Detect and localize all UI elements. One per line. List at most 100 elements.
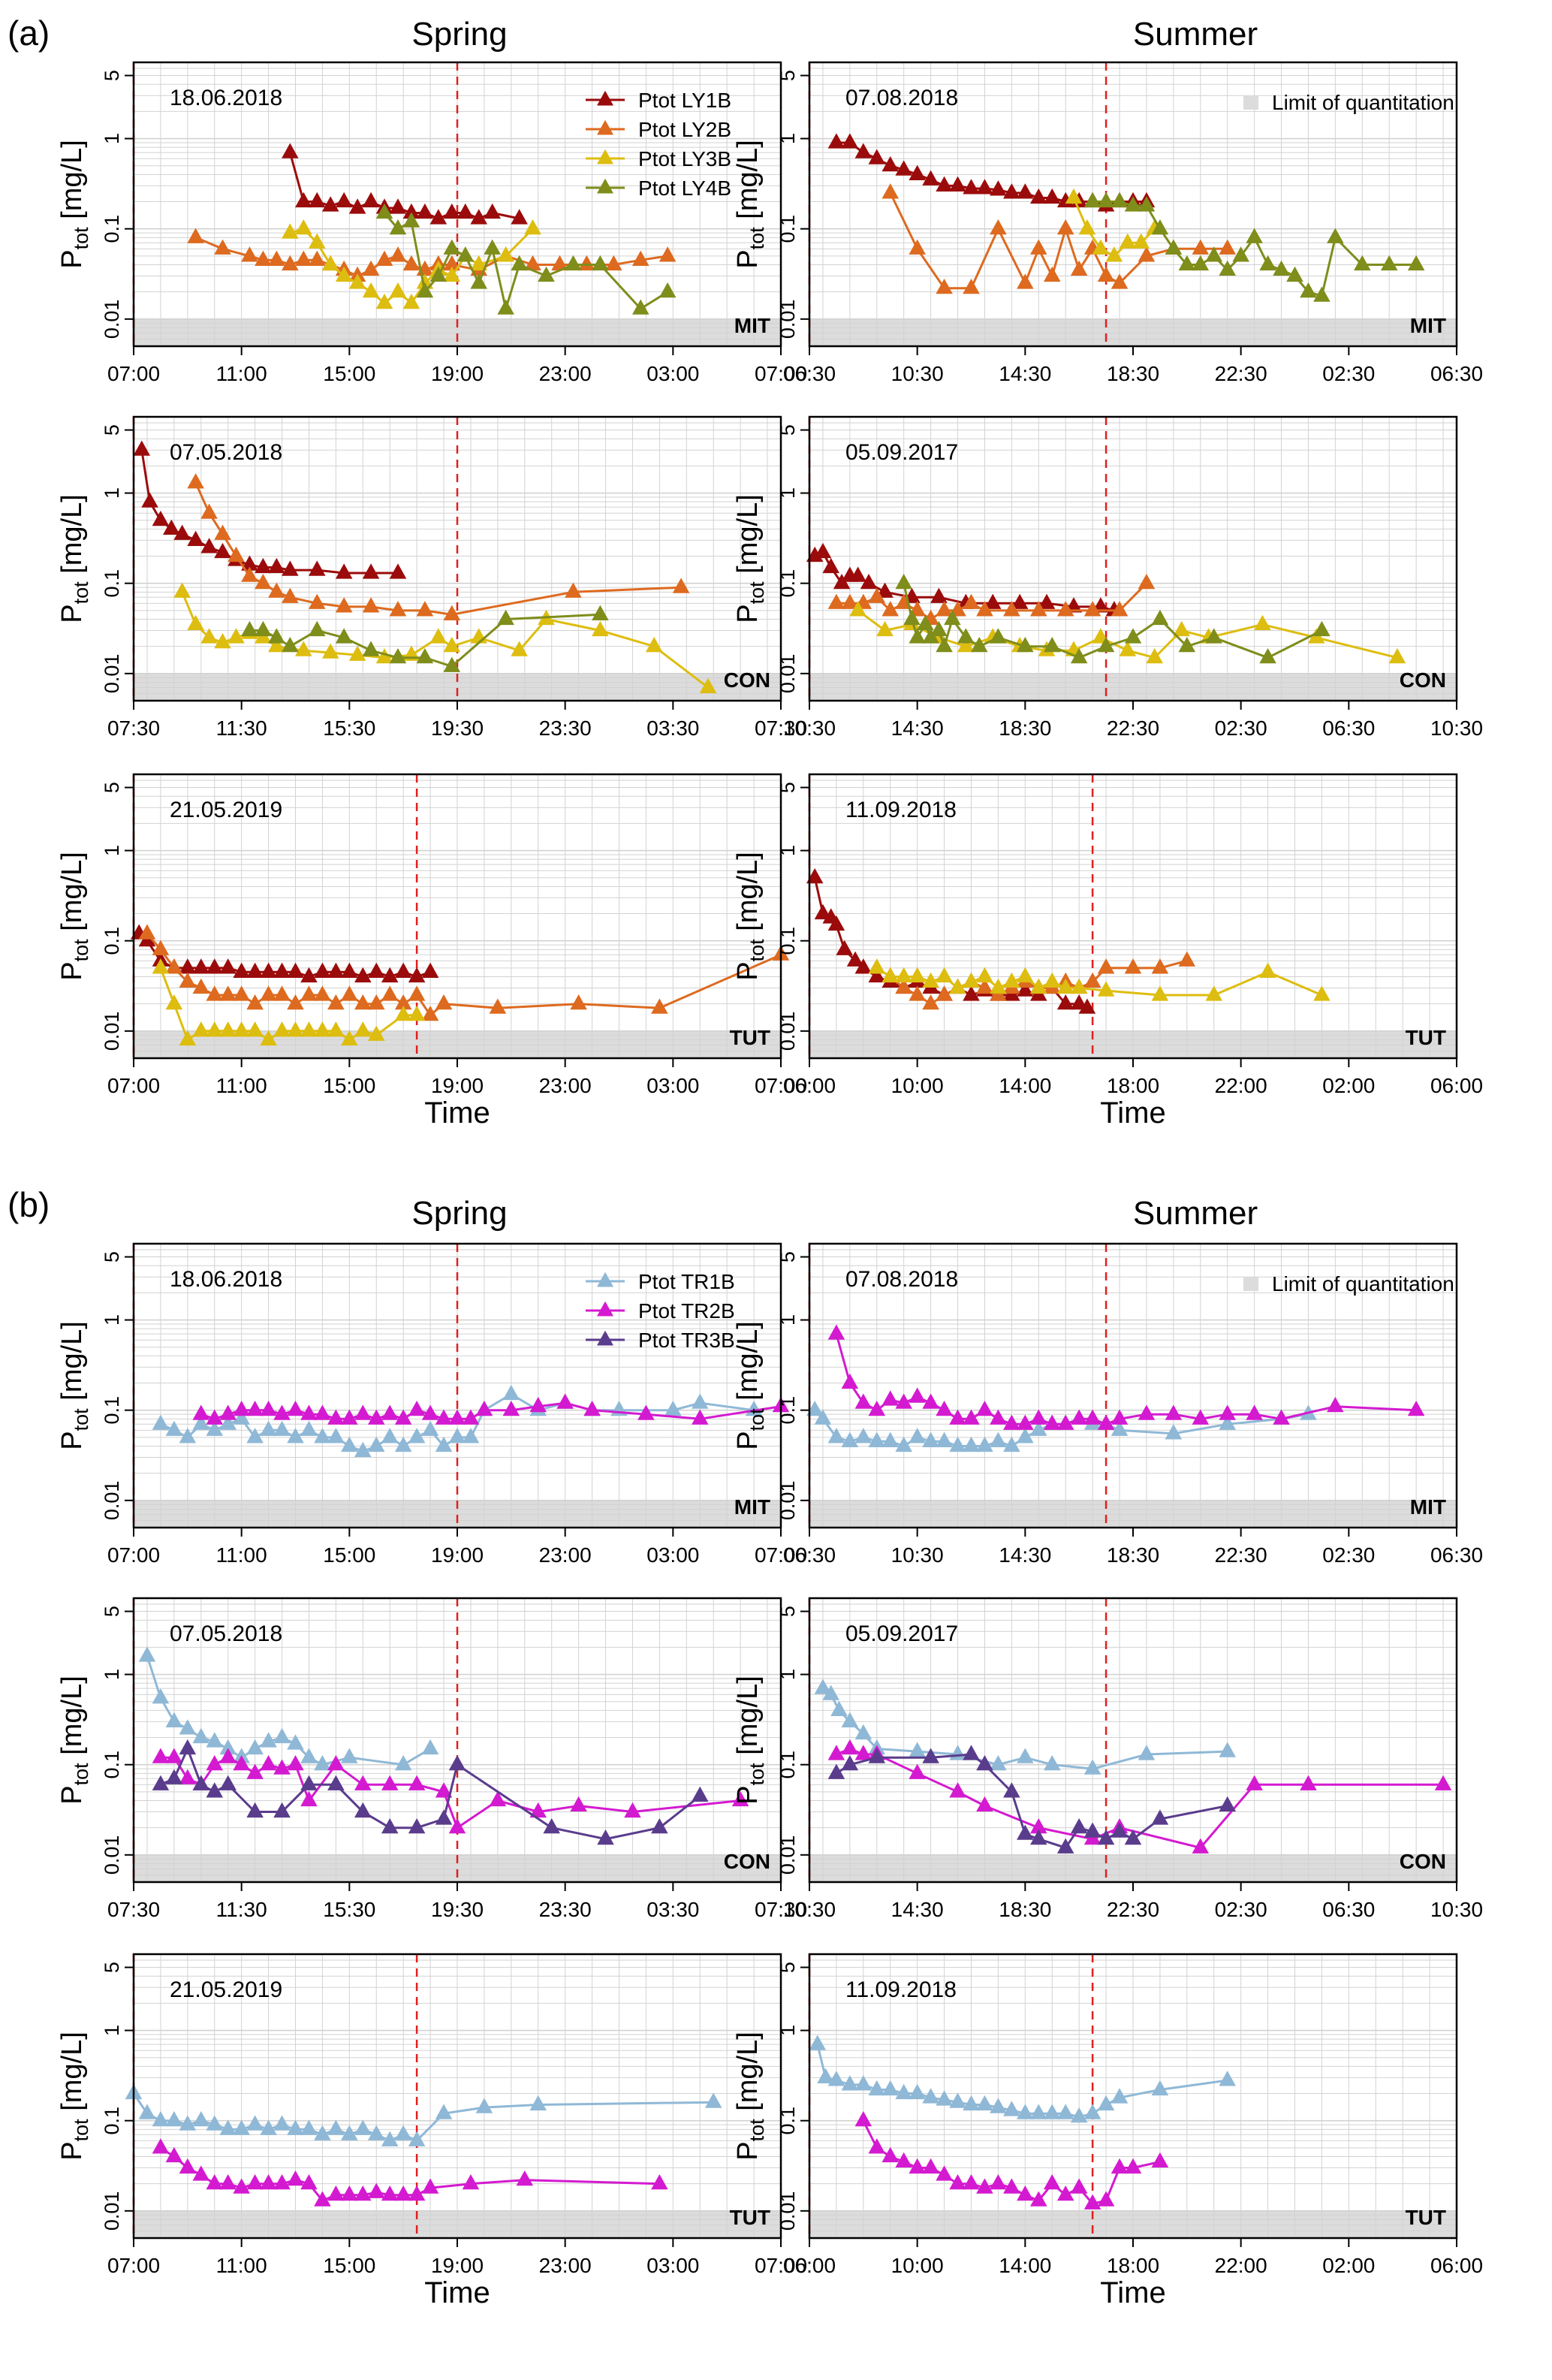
data-point xyxy=(206,1732,224,1748)
chart-panel-b-1-0: 0.01 0.1 1 5 Ptot [mg/L] 07:30 11:30 15:30 19:30… xyxy=(56,1597,807,1921)
data-point xyxy=(233,2178,250,2194)
data-point xyxy=(273,2173,291,2190)
data-point xyxy=(408,1400,426,1416)
data-point xyxy=(295,250,312,266)
data-point xyxy=(1178,255,1196,271)
data-point xyxy=(827,1745,845,1760)
data-point xyxy=(362,260,380,276)
legend-marker xyxy=(597,149,613,164)
data-point xyxy=(949,1745,966,1760)
data-point xyxy=(876,582,894,598)
data-point xyxy=(341,985,358,1001)
data-point xyxy=(651,1817,668,1834)
data-point xyxy=(876,620,894,637)
site-label: TUT xyxy=(1406,2206,1446,2229)
data-point xyxy=(1138,1745,1156,1760)
data-point xyxy=(327,1409,345,1425)
data-point xyxy=(200,503,218,519)
data-point xyxy=(165,958,183,974)
data-point xyxy=(1083,1822,1101,1838)
data-point xyxy=(1313,620,1331,637)
data-point xyxy=(841,1712,859,1727)
data-point xyxy=(1286,266,1303,282)
y-tick-label: 0.1 xyxy=(101,215,123,243)
data-point xyxy=(192,1727,210,1744)
data-point xyxy=(529,1802,547,1818)
data-point xyxy=(895,967,912,983)
data-point xyxy=(260,1030,277,1046)
data-point xyxy=(1300,282,1317,298)
data-point xyxy=(1056,601,1074,617)
data-point xyxy=(1178,636,1196,653)
x-tick-label: 19:30 xyxy=(431,1898,484,1921)
data-point xyxy=(1192,1838,1210,1854)
data-point xyxy=(1097,2191,1115,2207)
data-point xyxy=(1205,985,1223,1001)
data-point xyxy=(1043,972,1061,988)
x-tick-label: 07:00 xyxy=(107,1074,160,1097)
data-point xyxy=(321,255,339,271)
x-tick-label: 23:30 xyxy=(539,1898,592,1921)
data-point xyxy=(367,1409,385,1425)
data-point xyxy=(1111,192,1129,208)
data-point xyxy=(246,1400,264,1416)
data-point xyxy=(435,1409,453,1425)
x-tick-label: 03:30 xyxy=(646,1898,699,1921)
data-point xyxy=(314,2191,331,2207)
data-point xyxy=(936,985,953,1001)
x-tick-label: 03:00 xyxy=(646,362,699,385)
data-point xyxy=(1254,614,1271,631)
data-point xyxy=(990,1409,1007,1425)
data-point xyxy=(300,1021,318,1037)
data-point xyxy=(457,203,475,219)
x-tick-label: 14:00 xyxy=(999,1074,1051,1097)
data-point xyxy=(273,1021,291,1037)
data-point xyxy=(1124,958,1142,974)
data-point xyxy=(922,2158,939,2174)
data-point xyxy=(282,143,299,158)
chart-panel-b-2-1: 0.01 0.1 1 5 Ptot [mg/L] 06:00 10:00 14:00 18:00… xyxy=(732,1953,1483,2309)
data-point xyxy=(854,2075,872,2091)
data-point xyxy=(233,1400,250,1416)
data-point xyxy=(881,2080,900,2096)
data-point xyxy=(375,250,393,266)
x-tick-label: 18:00 xyxy=(1107,1074,1159,1097)
data-point xyxy=(133,440,151,456)
data-point xyxy=(408,967,426,983)
data-point xyxy=(936,2165,953,2181)
data-point xyxy=(300,2119,318,2135)
data-point xyxy=(860,573,878,590)
column-title-summer-a: Summer xyxy=(1133,16,1258,53)
data-point xyxy=(1070,260,1088,276)
data-point xyxy=(1017,967,1034,983)
data-point xyxy=(179,1030,197,1046)
data-point xyxy=(241,620,258,637)
data-point xyxy=(327,1775,345,1790)
y-tick-label: 5 xyxy=(776,70,799,81)
data-point xyxy=(814,903,832,920)
x-tick-label: 03:00 xyxy=(646,2254,699,2277)
legend-marker xyxy=(597,1301,613,1317)
data-point xyxy=(402,255,420,271)
data-point xyxy=(1056,978,1074,994)
x-tick-label: 07:00 xyxy=(755,362,807,385)
data-point xyxy=(1030,1420,1047,1436)
data-point xyxy=(963,593,980,609)
data-point xyxy=(314,985,331,1001)
chart-panel-a-0-0: 0.01 0.1 1 5 Ptot [mg/L] 07:00 11:00 15:00 19:00… xyxy=(56,61,807,385)
data-point xyxy=(327,994,345,1010)
data-point xyxy=(375,293,393,309)
chart-panel-a-1-1: 0.01 0.1 1 5 Ptot [mg/L] 10:30 14:30 18:30 22:30… xyxy=(732,415,1483,740)
data-point xyxy=(1259,255,1276,271)
x-tick-label: 18:30 xyxy=(999,1898,1051,1921)
data-point xyxy=(214,632,231,649)
data-point xyxy=(246,962,264,978)
data-point xyxy=(219,2173,237,2190)
data-point xyxy=(219,1414,237,1430)
data-point xyxy=(219,2119,237,2135)
data-point xyxy=(881,183,900,199)
data-point xyxy=(524,219,541,235)
x-tick-label: 23:30 xyxy=(539,716,592,740)
data-point xyxy=(179,2158,197,2174)
data-point xyxy=(354,1441,372,1458)
